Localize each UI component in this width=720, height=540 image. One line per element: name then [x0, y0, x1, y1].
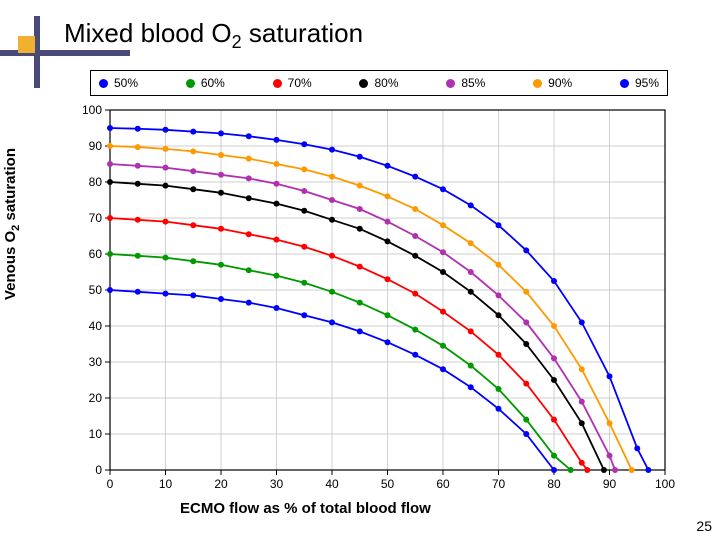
- svg-text:90: 90: [89, 139, 103, 153]
- legend-item: 60%: [186, 76, 225, 90]
- legend-label: 85%: [461, 76, 485, 90]
- x-axis-label: ECMO flow as % of total blood flow: [180, 500, 431, 517]
- svg-text:70: 70: [89, 211, 103, 225]
- legend-dot-icon: [99, 79, 108, 88]
- svg-text:10: 10: [89, 427, 103, 441]
- svg-text:80: 80: [89, 175, 103, 189]
- legend-label: 90%: [548, 76, 572, 90]
- legend-label: 50%: [114, 76, 138, 90]
- legend-item: 90%: [533, 76, 572, 90]
- chart-area: 0 10 20 30 40 50 60 70 80 90 100 0 10 20 30 40 50 60 70 80 9…: [60, 100, 680, 500]
- slide-title: Mixed blood O2 saturation: [64, 18, 363, 53]
- svg-text:100: 100: [82, 103, 102, 117]
- svg-text:40: 40: [89, 319, 103, 333]
- legend-item: 95%: [620, 76, 659, 90]
- svg-text:80: 80: [547, 477, 561, 491]
- legend-item: 85%: [446, 76, 485, 90]
- legend-item: 80%: [359, 76, 398, 90]
- svg-text:50: 50: [381, 477, 395, 491]
- legend-dot-icon: [620, 79, 629, 88]
- legend-label: 95%: [635, 76, 659, 90]
- legend-label: 70%: [288, 76, 312, 90]
- svg-text:40: 40: [325, 477, 339, 491]
- chart-svg: 0 10 20 30 40 50 60 70 80 90 100 0 10 20 30 40 50 60 70 80 9…: [60, 100, 680, 500]
- legend-dot-icon: [359, 79, 368, 88]
- svg-text:20: 20: [89, 391, 103, 405]
- svg-text:30: 30: [270, 477, 284, 491]
- svg-text:0: 0: [95, 463, 102, 477]
- svg-text:10: 10: [159, 477, 173, 491]
- svg-text:20: 20: [214, 477, 228, 491]
- legend-label: 80%: [374, 76, 398, 90]
- svg-text:30: 30: [89, 355, 103, 369]
- y-axis-label: Venous O2 saturation: [2, 148, 22, 300]
- svg-text:0: 0: [107, 477, 114, 491]
- decor-box: [18, 36, 35, 53]
- legend-dot-icon: [446, 79, 455, 88]
- legend-dot-icon: [533, 79, 542, 88]
- legend-label: 60%: [201, 76, 225, 90]
- svg-text:90: 90: [603, 477, 617, 491]
- legend-item: 50%: [99, 76, 138, 90]
- legend-item: 70%: [273, 76, 312, 90]
- page-number: 25: [696, 518, 712, 534]
- svg-text:50: 50: [89, 283, 103, 297]
- chart-legend: 50% 60% 70% 80% 85% 90% 95%: [90, 70, 668, 96]
- svg-text:70: 70: [492, 477, 506, 491]
- legend-dot-icon: [186, 79, 195, 88]
- svg-text:60: 60: [436, 477, 450, 491]
- svg-text:60: 60: [89, 247, 103, 261]
- legend-dot-icon: [273, 79, 282, 88]
- svg-text:100: 100: [655, 477, 675, 491]
